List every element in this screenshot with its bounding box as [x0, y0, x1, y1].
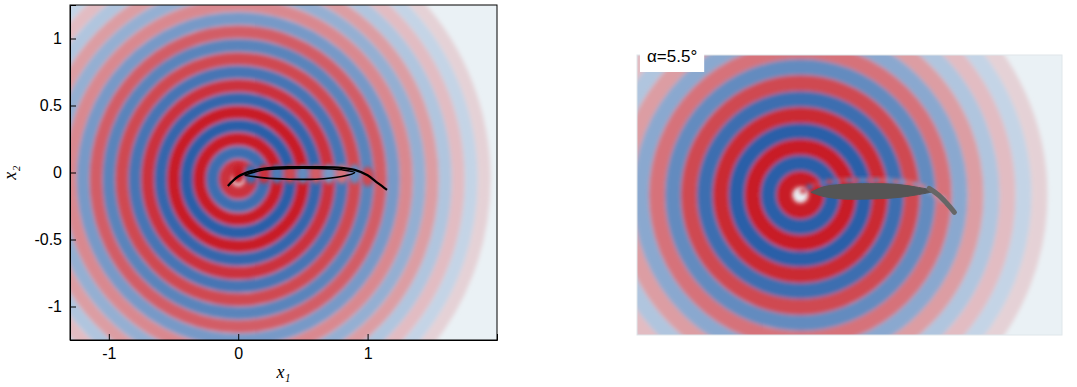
annotation: α=5.5° [647, 47, 697, 66]
near-field-cell [800, 188, 807, 193]
near-field-cell [873, 178, 880, 183]
near-field-cell [840, 178, 847, 183]
x-axis: -1 0 1 [71, 334, 498, 362]
wave-ring [212, 152, 264, 206]
x-axis-title: x₁ [275, 362, 290, 382]
y-tick: 0 [53, 164, 76, 181]
wave-ring [70, 5, 419, 340]
y-tick: -1 [48, 298, 76, 315]
y-tick-mark [70, 240, 76, 241]
near-field-cell [826, 179, 833, 184]
wave-ring [637, 55, 1008, 335]
near-field-cell [833, 179, 840, 184]
near-field-cell [866, 178, 873, 183]
airfoil-body [811, 184, 933, 200]
wave-ring [637, 55, 1023, 335]
near-field-cell [820, 180, 827, 185]
plot-area [637, 55, 1039, 335]
near-field-cell [879, 178, 886, 183]
y-axis-line [71, 6, 77, 341]
near-field-cell [893, 179, 900, 184]
wave-ring [199, 139, 277, 219]
wave-ring [641, 55, 960, 335]
figure: -1 0 1 -1 -0.5 0 0.5 1 x₁ x₂ α=5.5° [0, 0, 1077, 387]
y-tick-label: 0.5 [40, 97, 62, 114]
panel-0: -1 0 1 -1 -0.5 0 0.5 1 x₁ x₂ [0, 0, 498, 387]
wave-ring [70, 5, 458, 340]
x-tick-mark [368, 334, 369, 340]
x-tick-mark [109, 334, 110, 340]
near-field-cell [906, 180, 913, 185]
x-tick: 1 [364, 334, 373, 362]
wave-ring [657, 55, 944, 335]
x-axis-line [71, 334, 498, 341]
wave-ring [70, 5, 445, 340]
near-field-cell [886, 178, 893, 183]
wave-ring [784, 179, 816, 211]
plot-frame [70, 5, 497, 340]
y-axis-title: x₂ [0, 165, 20, 180]
airfoil [228, 167, 387, 190]
panel-1: α=5.5° [561, 0, 1062, 387]
x-tick-label: 1 [364, 345, 373, 362]
y-tick-label: -1 [48, 298, 62, 315]
y-axis: -1 -0.5 0 0.5 1 [34, 6, 76, 341]
near-field [800, 178, 946, 202]
plot-frame [637, 55, 1062, 335]
wave-ring [70, 5, 471, 340]
annotation-group: α=5.5° [640, 41, 704, 72]
airfoil-body [245, 168, 355, 179]
near-field-cell [806, 184, 813, 189]
annotation-background [640, 41, 704, 72]
near-field-cell [859, 178, 866, 183]
wave-ring [637, 55, 992, 335]
airfoil [811, 184, 954, 213]
wave-ring [70, 5, 406, 340]
y-tick-mark [70, 173, 76, 174]
wave-ring [70, 5, 484, 340]
y-tick-mark [70, 39, 76, 40]
near-field-cell [348, 164, 361, 183]
wave-ring [70, 5, 432, 340]
y-tick-mark [70, 106, 76, 107]
x-tick-label: -1 [102, 345, 116, 362]
x-tick: -1 [102, 334, 116, 362]
x-tick-label: 0 [234, 345, 243, 362]
y-tick: -0.5 [34, 231, 76, 248]
y-tick: 0.5 [40, 97, 76, 114]
near-field-cell [813, 182, 820, 187]
near-field-cell [846, 178, 853, 183]
wave-ring [96, 32, 381, 327]
y-tick-mark [70, 307, 76, 308]
airfoil-outline [228, 167, 387, 190]
plot-area [70, 5, 484, 340]
wave-ring [637, 55, 1039, 335]
y-tick-label: 0 [53, 164, 62, 181]
wave-rings [637, 55, 1039, 335]
near-field-cell [899, 179, 906, 184]
wave-ring [637, 55, 976, 335]
wave-ring [83, 18, 394, 340]
x-tick: 0 [234, 334, 243, 362]
y-tick-label: 1 [53, 30, 62, 47]
wave-ring [122, 59, 355, 300]
near-field-cell [361, 167, 374, 186]
airfoil-flap [929, 188, 954, 212]
y-tick-label: -0.5 [34, 231, 62, 248]
y-tick: 1 [53, 30, 76, 47]
wave-ring [109, 45, 368, 313]
near-field-cell [853, 178, 860, 183]
wave-rings [70, 5, 484, 340]
x-tick-mark [238, 334, 239, 340]
